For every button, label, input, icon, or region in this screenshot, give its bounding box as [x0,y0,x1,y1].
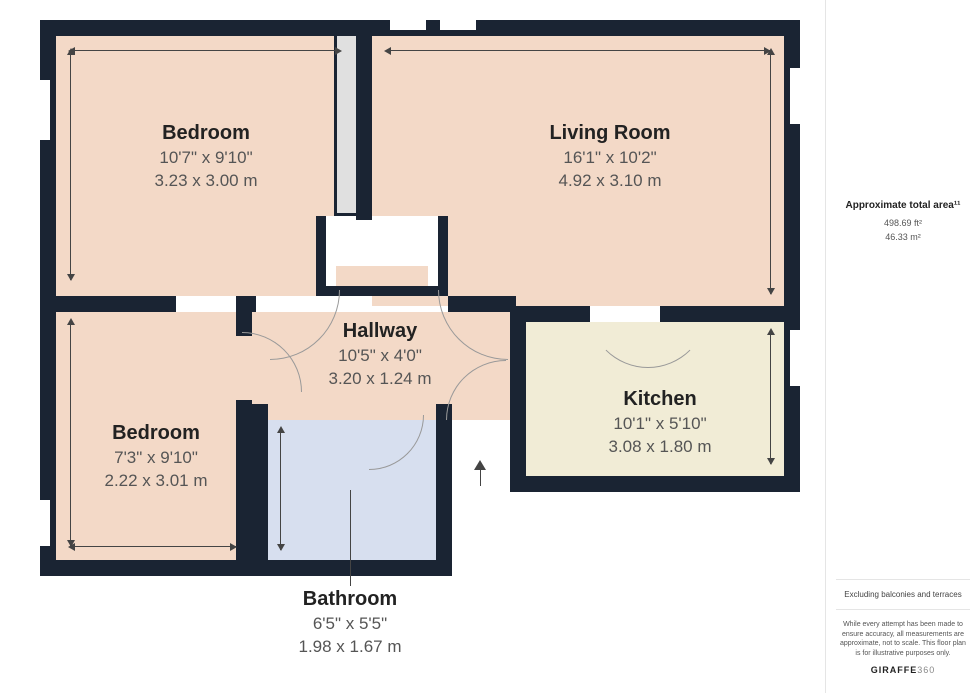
window-top-2 [440,20,476,30]
area-m: 46.33 m² [836,231,970,245]
brand-light: 360 [917,665,935,675]
window-left-1 [40,80,50,140]
kitchen-dim-v [770,330,771,464]
living-label: Living Room 16'1" x 10'2" 4.92 x 3.10 m [510,120,710,193]
wall-bath-bottom [252,560,452,576]
bedroom1-dim-imp: 10'7" x 9'10" [106,147,306,170]
bedroom2-dim-imp: 7'3" x 9'10" [56,447,256,470]
kitchen-dim-imp: 10'1" x 5'10" [560,413,760,436]
brand-bold: GIRAFFE [871,665,918,675]
brand-logo: GIRAFFE360 [836,665,970,683]
disclaimer-text: While every attempt has been made to ens… [836,610,970,665]
window-right-2 [790,330,800,386]
bathroom-name: Bathroom [250,586,450,613]
floorplan-canvas: Bedroom 10'7" x 9'10" 3.23 x 3.00 m Livi… [0,0,820,693]
hallway-dim-met: 3.20 x 1.24 m [280,368,480,391]
sidebar-footer: Excluding balconies and terraces While e… [836,579,970,683]
living-dim-h [386,50,770,51]
wall-bed-sep [40,296,176,312]
bathroom-dim-met: 1.98 x 1.67 m [250,636,450,659]
wall-outer-bottom-left [40,560,268,576]
window-top-1 [390,20,426,30]
living-dim-imp: 16'1" x 10'2" [510,147,710,170]
wall-bath-right [436,404,452,576]
wall-bed2-right [236,296,252,336]
entry-arrow-icon [474,460,486,470]
bath-dim-v [280,428,281,550]
kitchen-name: Kitchen [560,386,760,413]
area-ft: 498.69 ft² [836,217,970,231]
entry-arrow-line [480,470,481,486]
exclusion-note: Excluding balconies and terraces [836,579,970,610]
living-name: Living Room [510,120,710,147]
hallway-name: Hallway [280,318,480,345]
living-dim-met: 4.92 x 3.10 m [510,170,710,193]
sidebar: Approximate total area¹¹ 498.69 ft² 46.3… [825,0,980,693]
kitchen-dim-met: 3.08 x 1.80 m [560,436,760,459]
hallway-label: Hallway 10'5" x 4'0" 3.20 x 1.24 m [280,318,480,391]
area-title: Approximate total area¹¹ [836,200,970,211]
area-summary: Approximate total area¹¹ 498.69 ft² 46.3… [836,200,970,244]
window-left-2 [40,500,50,546]
floor-plan: Bedroom 10'7" x 9'10" 3.23 x 3.00 m Livi… [40,20,800,680]
hallway-dim-imp: 10'5" x 4'0" [280,345,480,368]
bed1-dim-v [70,50,71,280]
bedroom2-name: Bedroom [56,420,256,447]
bedroom1-label: Bedroom 10'7" x 9'10" 3.23 x 3.00 m [106,120,306,193]
bedroom2-label: Bedroom 7'3" x 9'10" 2.22 x 3.01 m [56,420,256,493]
bedroom1-dim-met: 3.23 x 3.00 m [106,170,306,193]
bed2-dim-h [70,546,236,547]
kitchen-label: Kitchen 10'1" x 5'10" 3.08 x 1.80 m [560,386,760,459]
bedroom1-name: Bedroom [106,120,306,147]
bathroom-dim-imp: 6'5" x 5'5" [250,613,450,636]
wall-kitchen-bottom [510,476,800,492]
bedroom2-dim-met: 2.22 x 3.01 m [56,470,256,493]
wall-kitchen-left [510,306,526,492]
bed1-dim-h [70,50,340,51]
wall-bed1-right [356,20,372,220]
wall-kitchen-top [510,306,590,322]
living-dim-v [770,50,771,294]
window-right-1 [790,68,800,124]
bathroom-callout-line [350,490,351,586]
bathroom-label: Bathroom 6'5" x 5'5" 1.98 x 1.67 m [250,586,450,659]
